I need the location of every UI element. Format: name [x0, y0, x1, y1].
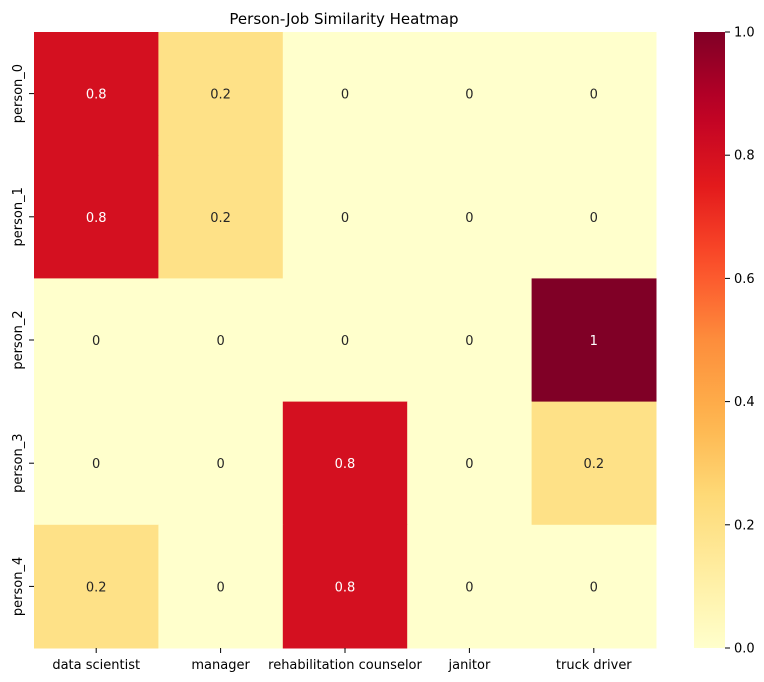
heatmap-cell-0-3	[407, 32, 533, 156]
heatmap-cell-2-1	[158, 278, 284, 403]
colorbar-tick-label-4: 0.8	[734, 149, 755, 164]
colorbar-tick-label-1: 0.2	[734, 518, 755, 533]
heatmap-cell-3-0	[34, 401, 159, 526]
cell-annotation-3-2: 0.8	[335, 457, 356, 472]
cell-annotation-1-1: 0.2	[210, 211, 231, 226]
y-tick-label-3: person_3	[11, 434, 26, 493]
heatmap-cell-0-4	[531, 32, 657, 156]
y-tick-label-0: person_0	[11, 64, 26, 123]
cell-annotation-1-2: 0	[341, 211, 349, 226]
cell-annotation-4-1: 0	[216, 580, 224, 595]
heatmap-cell-4-1	[158, 524, 284, 649]
cell-annotation-4-2: 0.8	[335, 580, 356, 595]
x-tick-label-2: rehabilitation counselor	[268, 658, 422, 673]
cell-annotation-0-0: 0.8	[86, 88, 107, 103]
heatmap-cell-1-3	[407, 155, 533, 279]
heatmap-cell-1-0	[34, 155, 159, 279]
cell-annotation-3-3: 0	[465, 457, 473, 472]
cell-annotation-0-2: 0	[341, 88, 349, 103]
chart-title: Person-Job Similarity Heatmap	[229, 10, 458, 28]
heatmap-cell-4-2	[282, 524, 408, 649]
heatmap-cell-4-3	[407, 524, 533, 649]
cell-annotation-2-1: 0	[216, 334, 224, 349]
cell-annotation-4-4: 0	[590, 580, 598, 595]
y-tick-label-2: person_2	[11, 310, 26, 369]
cell-annotation-1-0: 0.8	[86, 211, 107, 226]
heatmap-cell-2-0	[34, 278, 159, 403]
heatmap-cell-3-4	[531, 401, 657, 526]
x-tick-label-0: data scientist	[52, 658, 140, 673]
colorbar-tick-label-0: 0.0	[734, 642, 755, 657]
cell-annotation-0-3: 0	[465, 88, 473, 103]
heatmap-cell-0-0	[34, 32, 159, 156]
heatmap-cell-2-2	[282, 278, 408, 403]
cell-annotation-1-3: 0	[465, 211, 473, 226]
x-tick-label-1: manager	[191, 658, 250, 673]
cell-annotation-4-3: 0	[465, 580, 473, 595]
heatmap-cell-0-1	[158, 32, 284, 156]
cell-annotation-0-1: 0.2	[210, 88, 231, 103]
heatmap-cell-0-2	[282, 32, 408, 156]
heatmap-cells	[34, 32, 657, 649]
heatmap-cell-2-4	[531, 278, 657, 403]
cell-annotation-2-2: 0	[341, 334, 349, 349]
y-tick-label-4: person_4	[11, 557, 26, 616]
colorbar-tick-label-2: 0.4	[734, 395, 755, 410]
heatmap-cell-3-1	[158, 401, 284, 526]
heatmap-cell-labels: 0.8 0.2 0 0 0 0.8 0.2 0 0 0 0 0 0 0 1 0 0 0.8 0 0.2 0.2 0 0.8 0…	[86, 88, 604, 596]
heatmap-cell-3-3	[407, 401, 533, 526]
colorbar-tick-label-3: 0.6	[734, 272, 755, 287]
colorbar-gradient	[694, 32, 725, 648]
cell-annotation-3-1: 0	[216, 457, 224, 472]
x-axis: data scientist manager rehabilitation coun…	[52, 648, 632, 673]
y-tick-label-1: person_1	[11, 187, 26, 246]
colorbar-tick-label-5: 1.0	[734, 26, 755, 41]
x-tick-label-4: truck driver	[556, 658, 632, 673]
heatmap-cell-3-2	[282, 401, 408, 526]
cell-annotation-3-4: 0.2	[583, 457, 604, 472]
x-tick-label-3: janitor	[447, 658, 490, 673]
cell-annotation-0-4: 0	[590, 88, 598, 103]
colorbar: 0.0 0.2 0.4 0.6 0.8 1.0	[694, 26, 755, 657]
heatmap-cell-1-2	[282, 155, 408, 279]
cell-annotation-4-0: 0.2	[86, 580, 107, 595]
heatmap-cell-1-4	[531, 155, 657, 279]
heatmap-cell-1-1	[158, 155, 284, 279]
cell-annotation-2-4: 1	[590, 334, 598, 349]
heatmap-cell-2-3	[407, 278, 533, 403]
y-axis: person_0 person_1 person_2 person_3 person_4	[11, 64, 34, 616]
cell-annotation-1-4: 0	[590, 211, 598, 226]
heatmap-cell-4-4	[531, 524, 657, 649]
cell-annotation-2-3: 0	[465, 334, 473, 349]
cell-annotation-2-0: 0	[92, 334, 100, 349]
heatmap-cell-4-0	[34, 524, 159, 649]
cell-annotation-3-0: 0	[92, 457, 100, 472]
